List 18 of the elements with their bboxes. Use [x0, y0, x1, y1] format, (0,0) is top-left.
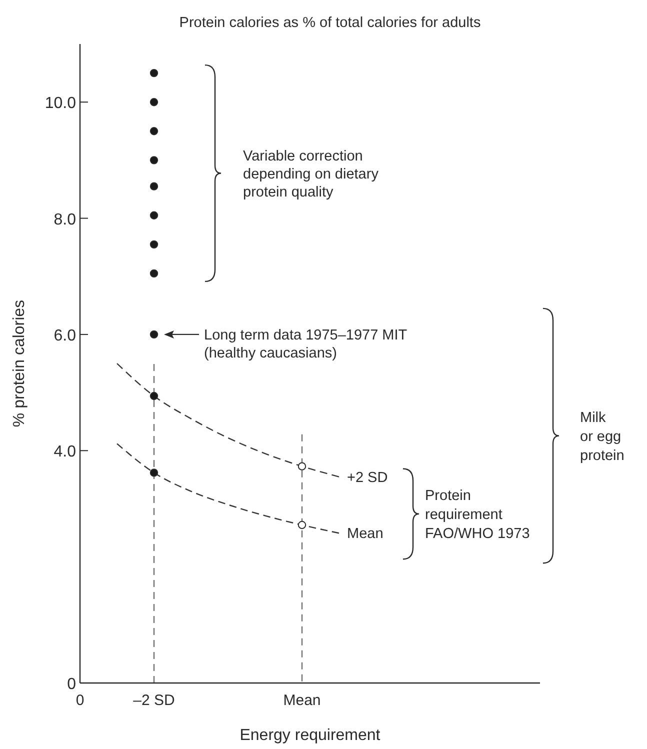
y-tick-label: 10.0 — [44, 95, 76, 112]
annotation: Variable correction depending on dietary protein quality — [243, 148, 380, 200]
y-tick-label: 6.0 — [54, 327, 76, 344]
y-axis-title: % protein calories — [11, 300, 28, 428]
y-tick-label: 8.0 — [54, 211, 76, 228]
x-axis-title: Energy requirement — [240, 727, 381, 744]
x-tick-label: –2 SD — [133, 692, 176, 709]
text: Milk or egg protein — [580, 410, 624, 464]
x-tick-label: Mean — [283, 692, 321, 709]
series-label: +2 SD — [347, 470, 388, 486]
chart-title: Protein calories as % of total calories for adults — [179, 15, 481, 31]
annotation: Long term data 1975–1977 MIT (healthy caucasians) — [204, 327, 408, 362]
y-tick-label: 4.0 — [54, 444, 76, 461]
series-label: Mean — [347, 526, 384, 542]
line-series — [116, 443, 340, 534]
y-tick-label: 0 — [67, 676, 76, 693]
line-series — [116, 362, 340, 478]
annotation: Protein requirement FAO/WHO 1973 — [425, 488, 530, 542]
